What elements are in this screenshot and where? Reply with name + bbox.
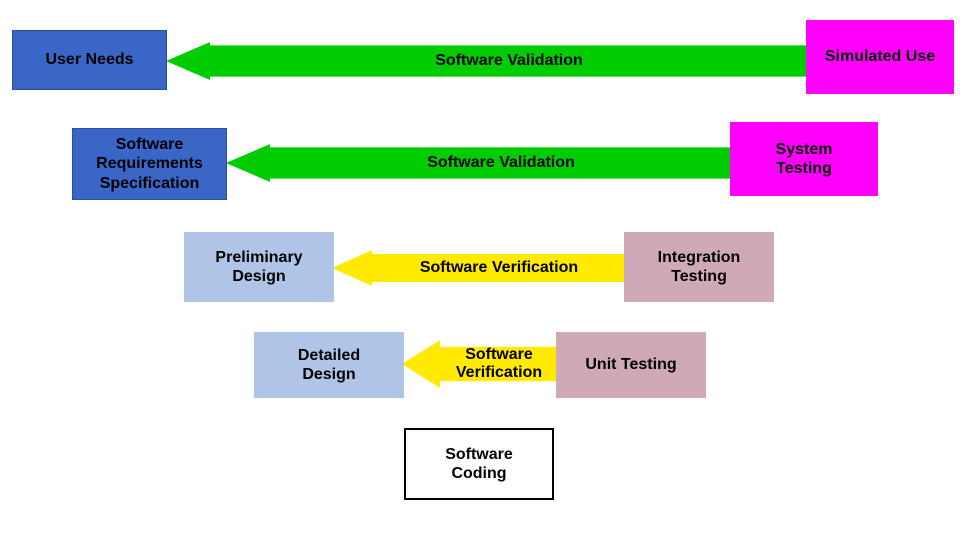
node-unit-testing: Unit Testing (556, 332, 706, 398)
node-software-coding: Software Coding (404, 428, 554, 500)
arrow-verification-1: Software Verification (332, 250, 626, 286)
node-system-testing-label: System Testing (770, 140, 839, 178)
node-srs: Software Requirements Specification (72, 128, 227, 200)
node-detailed-design: Detailed Design (254, 332, 404, 398)
node-integration-test: Integration Testing (624, 232, 774, 302)
node-srs-label: Software Requirements Specification (90, 135, 209, 193)
node-simulated-use-label: Simulated Use (819, 47, 941, 66)
node-detailed-design-label: Detailed Design (292, 346, 366, 384)
arrow-validation-2: Software Validation (226, 144, 732, 182)
node-system-testing: System Testing (730, 122, 878, 196)
vmodel-diagram: Software Validation Software Validation So… (0, 0, 960, 540)
node-user-needs-label: User Needs (39, 50, 139, 69)
node-user-needs: User Needs (12, 30, 167, 90)
node-simulated-use: Simulated Use (806, 20, 954, 94)
node-preliminary-design: Preliminary Design (184, 232, 334, 302)
node-preliminary-design-label: Preliminary Design (209, 248, 308, 286)
node-software-coding-label: Software Coding (439, 445, 519, 483)
arrow-validation-1: Software Validation (166, 42, 808, 80)
node-unit-testing-label: Unit Testing (579, 355, 682, 374)
node-integration-test-label: Integration Testing (652, 248, 747, 286)
arrow-verification-2: Software Verification (402, 340, 558, 388)
